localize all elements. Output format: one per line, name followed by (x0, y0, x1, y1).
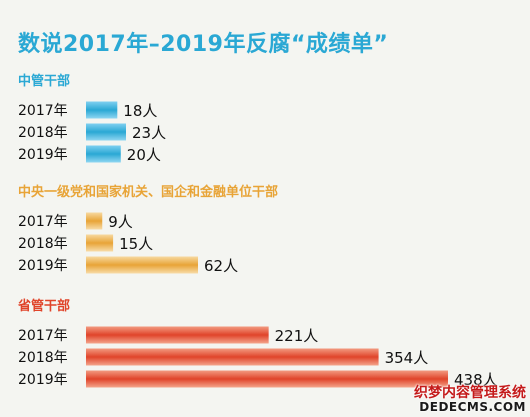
bar (86, 101, 118, 119)
chart-title: 数说2017年–2019年反腐“成绩单” (18, 32, 389, 57)
year-label: 2018年 (18, 236, 68, 252)
watermark: 织梦内容管理系统 DEDECMS.COM (414, 385, 526, 415)
year-label: 2017年 (18, 103, 68, 119)
bar (86, 145, 121, 163)
year-label: 2018年 (18, 125, 68, 141)
year-label: 2019年 (18, 147, 68, 163)
bar-value-label: 20人 (127, 146, 161, 164)
group-title: 中央一级党和国家机关、国企和金融单位干部 (18, 184, 278, 200)
bar-value-label: 354人 (385, 349, 429, 367)
bar-value-label: 9人 (108, 213, 133, 231)
year-label: 2019年 (18, 372, 68, 388)
watermark-text: 织梦内容管理系统 (414, 385, 526, 402)
bar (86, 256, 198, 274)
year-label: 2018年 (18, 350, 68, 366)
bar-value-label: 15人 (119, 235, 153, 253)
bar-value-label: 221人 (275, 327, 319, 345)
bar-value-label: 23人 (132, 124, 166, 142)
group-title: 中管干部 (18, 73, 70, 89)
year-label: 2017年 (18, 328, 68, 344)
bar (86, 234, 114, 252)
bar-value-label: 438人 (454, 371, 498, 389)
year-label: 2017年 (18, 214, 68, 230)
watermark-domain: DEDECMS.COM (419, 400, 526, 415)
bar (86, 123, 126, 141)
bar (86, 348, 379, 366)
bar (86, 370, 448, 388)
bar-value-label: 18人 (123, 102, 157, 120)
bar-value-label: 62人 (204, 257, 238, 275)
year-label: 2019年 (18, 258, 68, 274)
group-title: 省管干部 (17, 298, 70, 314)
bar (86, 326, 269, 344)
bar (86, 212, 103, 230)
